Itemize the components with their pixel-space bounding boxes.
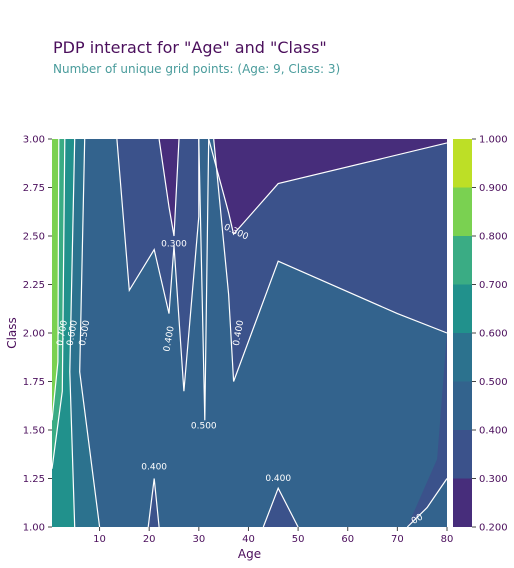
y-axis-label: Class xyxy=(5,317,19,349)
y-tick-label: 2.50 xyxy=(23,232,45,243)
colorbar-tick-label: 0.200 xyxy=(479,523,508,534)
contour-label: 0.500 xyxy=(191,422,217,432)
contour-line xyxy=(79,139,101,527)
x-tick-label: 60 xyxy=(341,534,354,545)
region-0.4-0.5 xyxy=(52,139,447,527)
contour-label: 0.300 xyxy=(161,239,187,249)
x-tick-label: 20 xyxy=(143,534,156,545)
colorbar-tick-label: 0.800 xyxy=(479,232,508,243)
colorbar-tick-label: 0.400 xyxy=(479,426,508,437)
contour-line xyxy=(69,139,76,527)
colorbar-band xyxy=(453,139,472,188)
y-tick-label: 1.75 xyxy=(23,377,45,388)
x-tick-label: 10 xyxy=(93,534,106,545)
colorbar-band xyxy=(453,284,472,333)
contour-label: 0.400 xyxy=(162,325,176,352)
contour-label: 0.500 xyxy=(78,319,92,346)
x-axis-label: Age xyxy=(238,547,261,561)
contour-line xyxy=(406,478,447,527)
y-tick-label: 1.00 xyxy=(23,523,45,534)
colorbar-band xyxy=(453,430,472,479)
region-0.8-0.9 xyxy=(52,139,59,421)
contour-line xyxy=(158,139,180,237)
contour-label: 0.400 xyxy=(141,462,167,472)
contour-line xyxy=(208,139,447,236)
x-tick-label: 80 xyxy=(441,534,454,545)
contour-line xyxy=(52,139,60,421)
contour-line xyxy=(52,139,66,469)
contour-line xyxy=(116,139,200,392)
colorbar-tick-label: 0.300 xyxy=(479,474,508,485)
contour-label: 0.400 xyxy=(265,474,291,484)
contour-label: 0.600 xyxy=(66,319,80,346)
x-tick-label: 50 xyxy=(292,534,305,545)
contour-label: 0.400 xyxy=(232,319,246,346)
colorbar-band xyxy=(453,381,472,430)
chart-title: PDP interact for "Age" and "Class" xyxy=(53,38,327,57)
colorbar-band xyxy=(453,236,472,285)
y-tick-label: 1.50 xyxy=(23,426,45,437)
y-tick-label: 1.25 xyxy=(23,474,45,485)
contour-label: 0.700 xyxy=(56,319,70,346)
colorbar-tick-label: 1.000 xyxy=(479,135,508,146)
colorbar-tick-label: 0.600 xyxy=(479,329,508,340)
y-tick-label: 2.25 xyxy=(23,280,45,291)
colorbar-band xyxy=(453,187,472,236)
contour-line xyxy=(262,486,299,527)
y-tick-label: 2.75 xyxy=(23,183,45,194)
x-tick-label: 70 xyxy=(391,534,404,545)
colorbar-tick-label: 0.700 xyxy=(479,280,508,291)
colorbar-band xyxy=(453,478,472,527)
y-tick-label: 3.00 xyxy=(23,135,45,146)
colorbar-band xyxy=(453,333,472,382)
x-tick-label: 40 xyxy=(242,534,255,545)
chart-subtitle: Number of unique grid points: (Age: 9, C… xyxy=(53,62,341,76)
colorbar-tick-label: 0.500 xyxy=(479,377,508,388)
y-tick-label: 2.00 xyxy=(23,329,45,340)
contour-line xyxy=(198,139,210,421)
colorbar-tick-label: 0.900 xyxy=(479,183,508,194)
x-tick-label: 30 xyxy=(192,534,205,545)
contour-line xyxy=(147,478,160,527)
contour-line xyxy=(213,139,447,382)
